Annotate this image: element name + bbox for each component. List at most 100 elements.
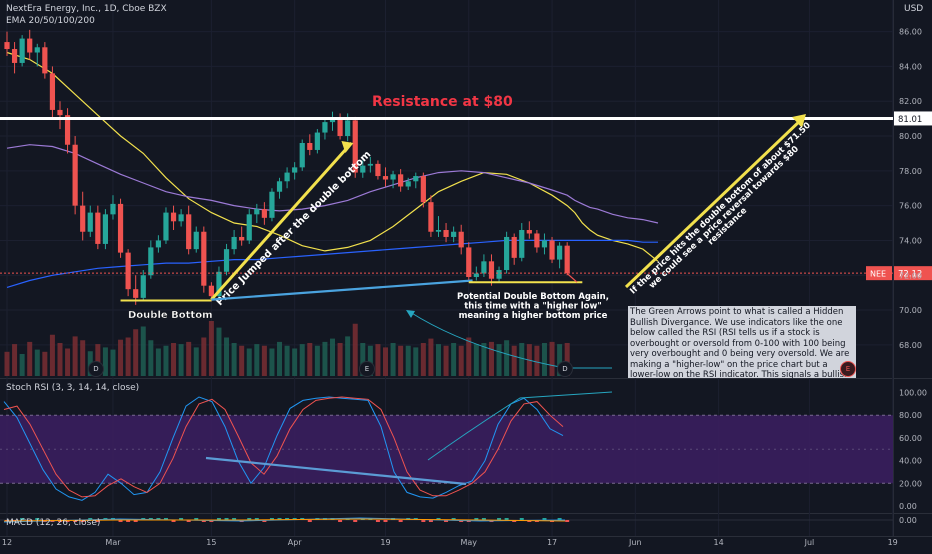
volume-bar [314, 345, 320, 376]
x-tick-label: 19 [888, 538, 898, 547]
candle-body [526, 230, 532, 234]
stoch-tick-label: 60.00 [899, 434, 922, 443]
earnings-badge[interactable]: E [359, 361, 375, 377]
macd-histogram-bar [179, 518, 184, 520]
candle-body [95, 212, 101, 244]
stoch-tick-label: 100.00 [899, 389, 927, 398]
volume-bar [171, 343, 177, 376]
volume-bar [330, 338, 336, 376]
macd-histogram-bar [375, 520, 380, 522]
candle-body [117, 203, 124, 253]
x-tick-label: Jun [628, 538, 642, 547]
volume-bar [95, 344, 101, 376]
candle-body [451, 231, 457, 237]
y-tick-label: 80.00 [899, 132, 922, 141]
macd-legend: MACD (12, 26, close) [6, 518, 101, 528]
dividend-badge[interactable]: D [557, 361, 573, 377]
resistance-annotation: Resistance at $80 [372, 94, 513, 110]
macd-histogram-bar [80, 520, 85, 522]
candle-body [133, 289, 139, 298]
candle-body [34, 47, 40, 53]
x-tick-label: 15 [206, 538, 216, 547]
candle-body [276, 181, 283, 192]
volume-bar [367, 345, 373, 376]
macd-histogram-bar [65, 520, 70, 522]
candle-body [360, 165, 366, 173]
candle-body [148, 247, 154, 276]
volume-bar [118, 339, 124, 376]
volume-bar [65, 348, 71, 376]
candle-body [155, 240, 161, 248]
ema-line [6, 144, 659, 224]
candle-body [299, 142, 305, 168]
candle-body [413, 176, 419, 182]
jump-annotation: Price Jumped after the double bottom [214, 149, 373, 308]
x-tick-label: Mar [105, 538, 121, 547]
y-tick-label: 82.00 [899, 97, 922, 106]
macd-histogram-bar [247, 518, 252, 520]
macd-histogram-bar [436, 518, 441, 520]
ema-line [6, 51, 659, 262]
macd-histogram-bar [542, 518, 547, 520]
y-tick-label: 74.00 [899, 236, 922, 245]
candle-body [481, 261, 487, 274]
macd-histogram-bar [126, 520, 131, 522]
x-tick-label: 19 [380, 538, 390, 547]
volume-bar [224, 337, 230, 376]
macd-histogram-bar [292, 518, 297, 520]
volume-bar [12, 344, 18, 376]
symbol-tag: NEE [870, 270, 886, 279]
volume-bar [254, 344, 260, 376]
divergence-arrow-head [406, 310, 415, 318]
candle-body [504, 236, 510, 271]
volume-bar [148, 340, 154, 376]
macd-histogram-bar [254, 518, 259, 520]
jump-arrow [210, 141, 353, 301]
volume-bar [557, 344, 563, 376]
candle-body [49, 73, 56, 110]
candle-body [519, 230, 525, 258]
candle-body [269, 191, 275, 218]
candle-body [322, 122, 328, 133]
earnings-badge[interactable]: E [840, 361, 856, 377]
candle-body [382, 176, 389, 180]
volume-bar [4, 351, 10, 376]
price-axis-border [893, 0, 894, 536]
macd-histogram-bar [557, 518, 562, 520]
macd-histogram-bar [421, 520, 426, 522]
y-tick-label: 70.00 [899, 306, 922, 315]
candle-body [64, 115, 71, 145]
candle-body [375, 163, 381, 177]
candle-body [27, 38, 33, 53]
candle-body [178, 214, 184, 222]
divergence-arrow [427, 391, 613, 461]
dividend-badge[interactable]: D [88, 361, 104, 377]
candle-body [549, 240, 555, 260]
macd-tick-label: 0.00 [899, 516, 917, 525]
macd-histogram-bar [565, 520, 570, 522]
volume-bar [57, 343, 63, 376]
volume-bar [133, 329, 139, 376]
volume-bar [110, 349, 116, 376]
volume-bar [292, 348, 298, 376]
currency-label: USD [904, 4, 924, 14]
volume-bar [496, 344, 502, 376]
candle-body [405, 181, 411, 187]
candle-body [541, 240, 548, 248]
macd-histogram-bar [398, 520, 403, 522]
candle-body [443, 230, 449, 237]
ema-line [6, 239, 658, 288]
candle-body [163, 212, 169, 241]
volume-bar [413, 347, 419, 376]
double-bottom-label: Double Bottom [128, 310, 212, 321]
candle-body [473, 273, 479, 277]
candle-body [337, 118, 343, 137]
candle-body [307, 142, 313, 150]
volume-bar [27, 341, 33, 376]
time-axis-border [0, 536, 932, 537]
macd-histogram-bar [20, 518, 25, 520]
volume-bar [178, 344, 184, 376]
volume-bar [140, 326, 146, 376]
